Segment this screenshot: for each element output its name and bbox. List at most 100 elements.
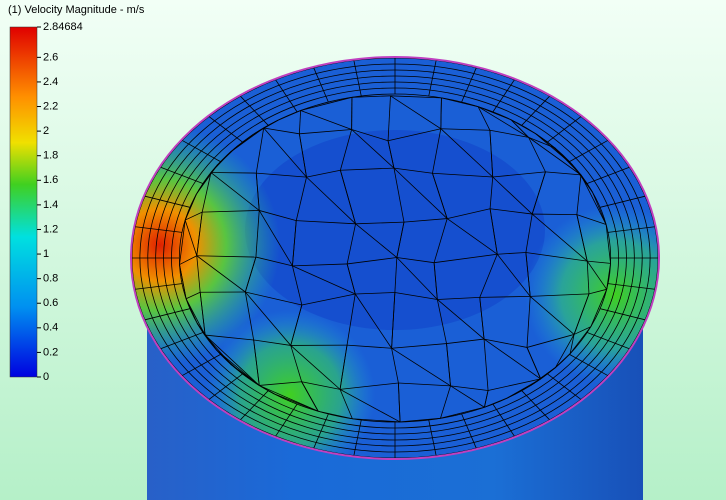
mesh-edge: [339, 129, 353, 171]
mesh-edge: [586, 261, 590, 294]
mesh-edge: [555, 353, 571, 368]
mesh-edge: [393, 167, 448, 219]
mesh-edge: [432, 172, 493, 178]
mesh-edge: [300, 110, 352, 130]
mesh-edge: [290, 345, 303, 382]
mesh-edge: [160, 166, 203, 184]
mesh-edge: [450, 385, 485, 408]
mesh-edge: [600, 195, 646, 208]
mesh-edge: [275, 403, 298, 437]
mesh-edge: [182, 354, 221, 376]
mesh-edge: [179, 220, 186, 265]
mesh-edge: [253, 339, 260, 386]
mesh-edge: [555, 334, 575, 368]
mesh-edge: [569, 140, 608, 162]
mesh: [132, 58, 658, 458]
mesh-edge: [208, 116, 243, 143]
mesh-edge: [428, 419, 437, 456]
mesh-edge: [244, 291, 255, 341]
mesh-edge: [256, 172, 307, 178]
mesh-edge: [391, 347, 451, 387]
mesh-edge: [592, 191, 607, 225]
mesh-edge: [290, 304, 303, 346]
mesh-edge: [258, 210, 293, 267]
mesh-edge: [526, 347, 542, 380]
mesh-edge: [437, 296, 480, 300]
mesh-edge: [432, 128, 442, 174]
mesh-edge: [547, 116, 582, 143]
mesh-edge: [528, 136, 555, 149]
mesh-edge: [440, 385, 451, 419]
mesh-edge: [292, 265, 303, 306]
mesh-edge: [201, 172, 212, 213]
mesh-edge: [483, 338, 528, 348]
mesh-edge: [351, 129, 395, 169]
mesh-edge: [208, 373, 243, 400]
mesh-edge: [185, 298, 206, 336]
mesh-edge: [292, 265, 356, 295]
mesh-edge: [216, 349, 259, 386]
mesh-edge: [545, 171, 581, 176]
mesh-edge: [354, 293, 392, 349]
mesh-edge: [306, 169, 341, 178]
mesh-edge: [295, 177, 307, 221]
mesh-edge: [477, 106, 529, 138]
mesh-edge: [204, 334, 260, 386]
mesh-edge: [144, 195, 190, 208]
mesh-edge: [477, 106, 512, 121]
mesh-edge: [477, 106, 491, 131]
mesh-edge: [489, 176, 494, 209]
mesh-edge: [580, 174, 593, 193]
mesh-edge: [300, 96, 353, 111]
mesh-edge: [263, 127, 300, 135]
mesh-edge: [299, 129, 352, 135]
mesh-edge: [489, 208, 498, 255]
mesh-edge: [484, 390, 489, 408]
mesh-edge: [292, 220, 297, 266]
mesh-edge: [353, 419, 362, 456]
tick-label: 1.8: [43, 150, 58, 162]
mesh-edge: [255, 127, 265, 174]
mesh-edge: [569, 334, 575, 354]
mesh-edge: [339, 345, 348, 390]
legend-ticks: 2.84684 2.6 2.4 2.2 2 1.8 1.6 1.4 1.2 1 0.8 0.6 0.4 0…: [37, 21, 83, 383]
mesh-edge: [135, 226, 183, 233]
tick-label: 0.6: [43, 297, 58, 309]
mesh-edge: [391, 343, 447, 349]
mesh-edge: [569, 354, 608, 376]
mesh-edge: [396, 257, 435, 264]
mesh-edge: [605, 224, 611, 264]
mesh-edge: [259, 210, 297, 221]
mesh-edge: [428, 60, 437, 97]
tick-label: 2.84684: [43, 21, 83, 33]
tick-label: 1.2: [43, 223, 58, 235]
mesh-edge: [313, 67, 329, 103]
mesh-edge: [179, 264, 187, 299]
mesh-edge: [296, 220, 356, 225]
mesh-edge: [275, 79, 298, 113]
mesh-edge: [531, 213, 588, 262]
mesh-edge: [576, 174, 582, 215]
mesh-edge: [292, 263, 348, 267]
mesh-edge: [301, 293, 356, 306]
mesh-edge: [240, 390, 269, 421]
mesh-edge: [510, 119, 536, 135]
mesh-edge: [355, 223, 398, 258]
tick-label: 2.4: [43, 76, 58, 88]
mesh-edge: [387, 95, 391, 141]
mesh-edge: [492, 171, 546, 178]
mesh-edge: [240, 95, 269, 126]
mesh-edge: [185, 291, 201, 300]
mesh-edge: [547, 373, 582, 400]
mesh-edge: [479, 297, 485, 340]
mesh-edge: [440, 406, 485, 419]
mesh-edge: [396, 222, 405, 258]
mesh-edge: [521, 95, 550, 126]
mesh-edge: [196, 172, 212, 195]
mesh-edge: [521, 390, 550, 421]
mesh-edge: [339, 389, 401, 423]
mesh-edge: [450, 385, 489, 391]
mesh-edge: [196, 255, 201, 293]
mesh-edge: [185, 211, 203, 221]
